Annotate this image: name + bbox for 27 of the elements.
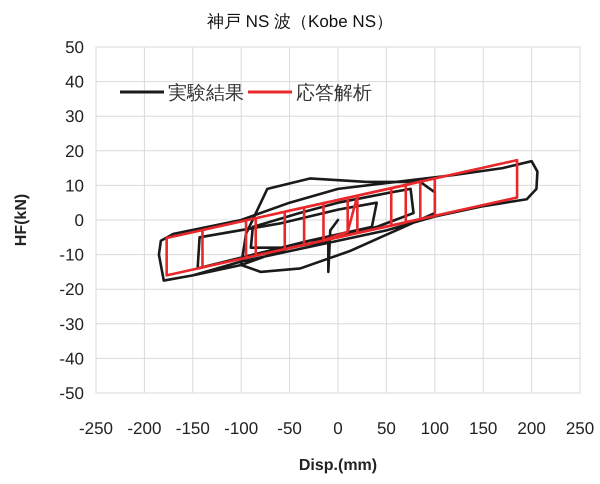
y-tick-label: 0 <box>74 211 84 230</box>
y-tick-label: 20 <box>65 142 84 161</box>
y-tick-label: 30 <box>65 107 84 126</box>
y-tick-label: -30 <box>59 314 84 334</box>
legend-label: 実験結果 <box>168 82 244 104</box>
legend-label: 応答解析 <box>296 82 372 104</box>
y-tick-label: 50 <box>65 38 84 57</box>
y-tick-label: -50 <box>59 384 84 403</box>
x-tick-label: -100 <box>224 419 258 438</box>
x-axis-title: Disp.(mm) <box>298 457 378 474</box>
y-tick-label: -10 <box>59 246 84 265</box>
x-tick-label: -200 <box>127 419 162 438</box>
y-tick-label: -20 <box>59 280 84 300</box>
x-tick-label: 50 <box>376 419 396 438</box>
y-tick-label: 40 <box>65 72 84 92</box>
x-tick-label: 100 <box>420 419 449 438</box>
x-tick-label: -150 <box>176 419 210 438</box>
x-tick-label: 200 <box>517 419 546 438</box>
x-tick-label: 150 <box>469 419 498 438</box>
y-tick-label: -40 <box>59 349 84 368</box>
chart-title: 神戸 NS 波（Kobe NS） <box>206 12 394 31</box>
x-tick-label: 250 <box>566 419 594 438</box>
y-tick-label: 10 <box>65 176 84 196</box>
x-tick-label: 0 <box>333 419 343 438</box>
x-tick-label: -250 <box>78 419 114 438</box>
y-axis-title: HF(kN) <box>13 194 30 246</box>
x-tick-label: -50 <box>277 419 302 438</box>
